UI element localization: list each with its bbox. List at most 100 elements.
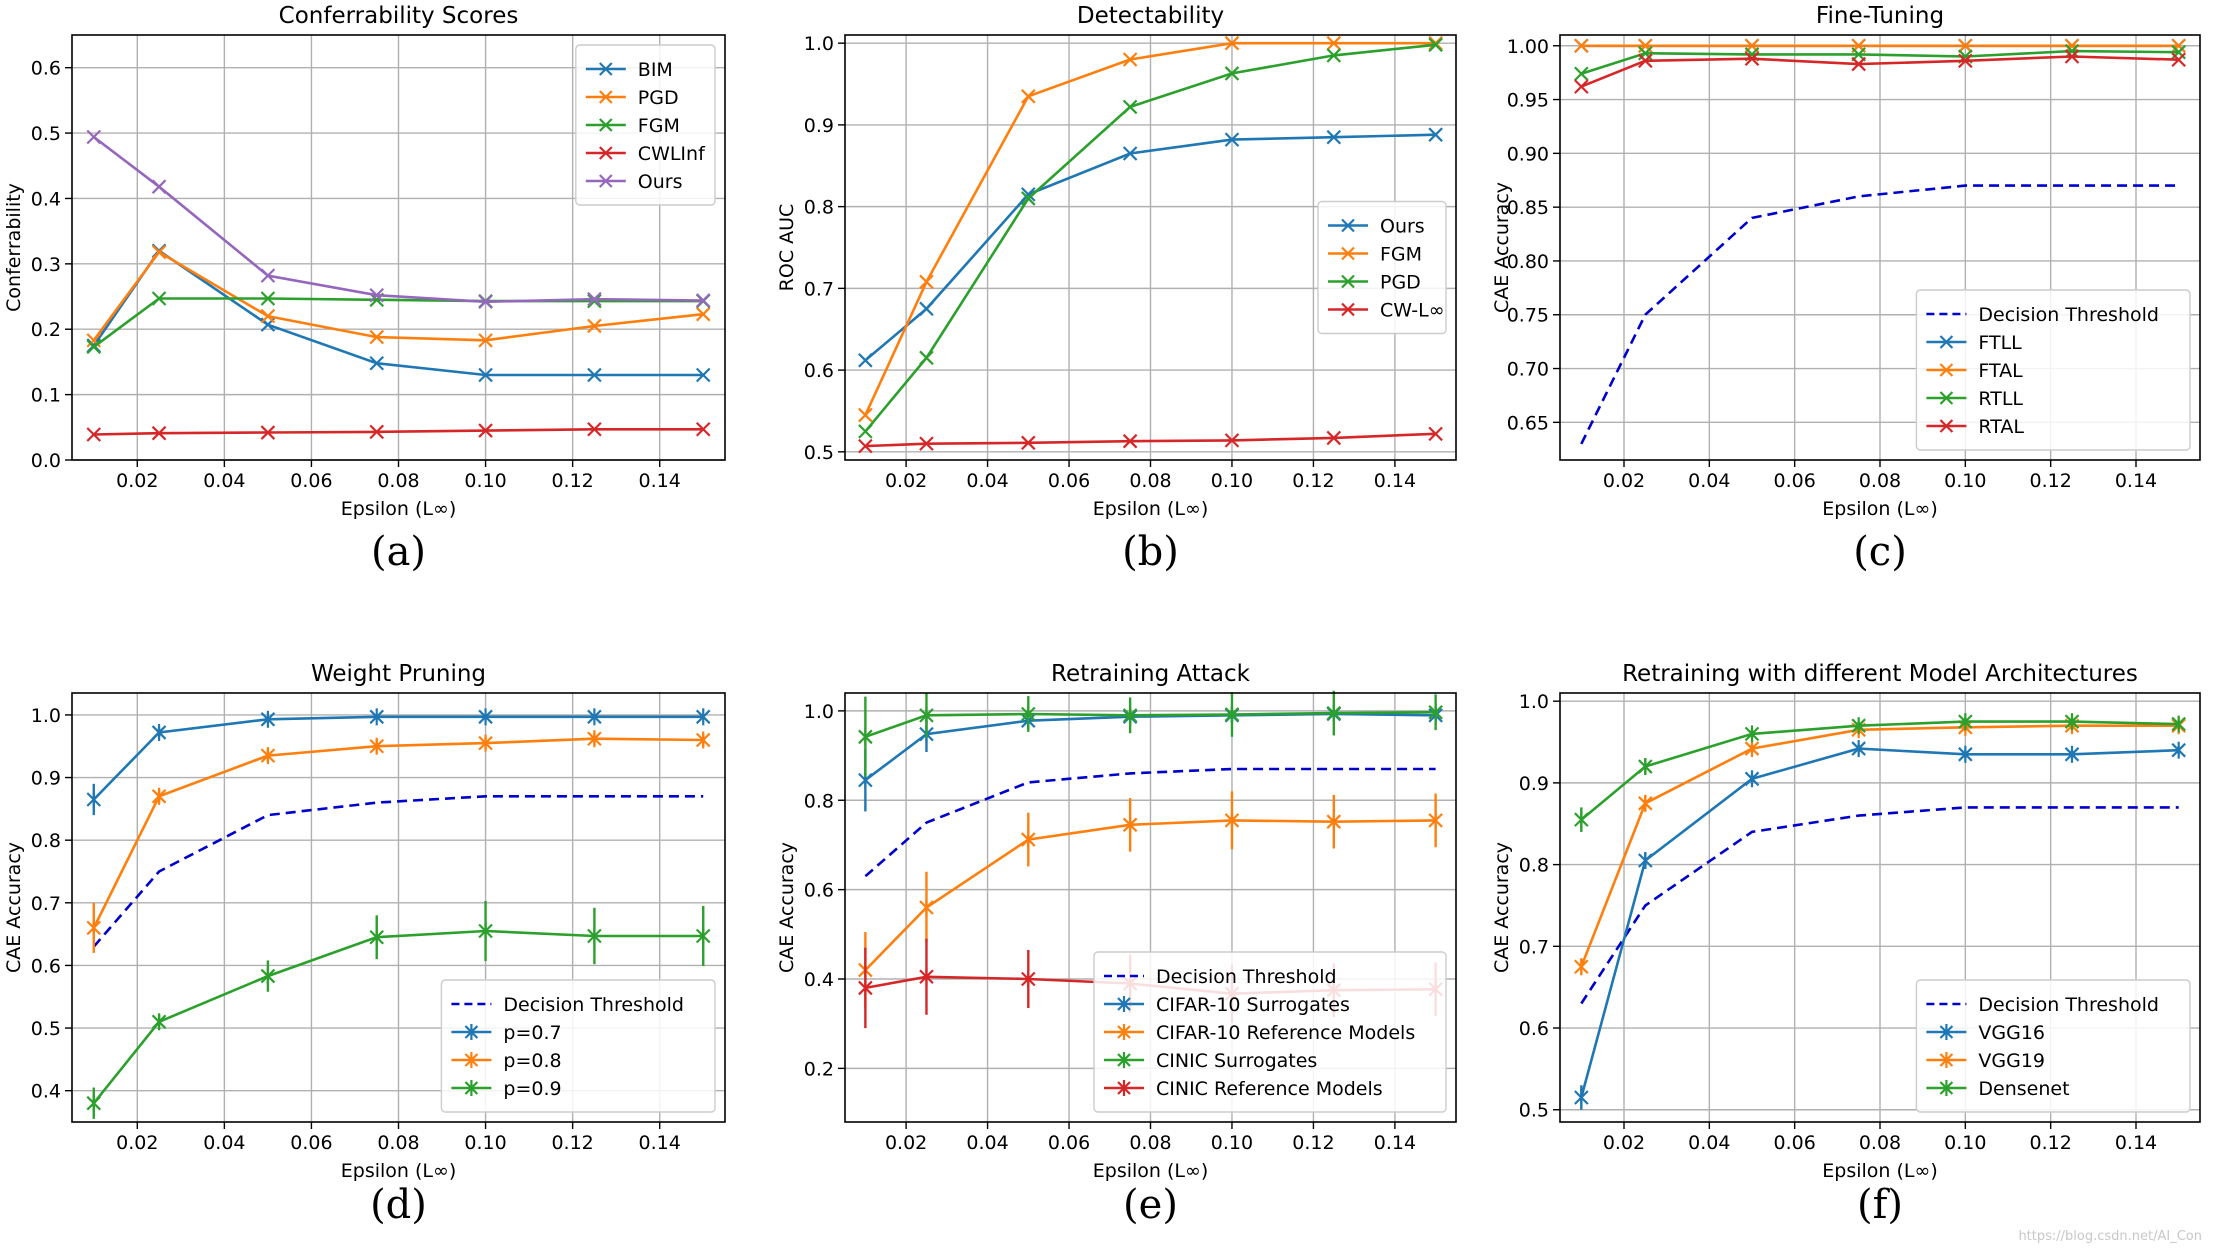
series-fgm [858, 35, 1443, 423]
panel-caption: (f) [1857, 1182, 1903, 1228]
data-point [369, 424, 385, 440]
data-point [1021, 970, 1036, 988]
data-point [369, 355, 385, 371]
data-point [695, 421, 711, 437]
legend-label: VGG16 [1978, 1022, 2045, 1044]
data-point [587, 421, 602, 437]
y-tick-label: 0.5 [31, 123, 61, 145]
y-tick-label: 0.5 [1519, 1100, 1549, 1122]
legend-label: CW-L∞ [1380, 300, 1445, 322]
data-point [2171, 38, 2186, 54]
data-point [587, 293, 602, 309]
legend-box [1915, 289, 2191, 451]
y-axis-label: CAE Accuracy [776, 842, 798, 973]
data-point [1224, 132, 1240, 147]
x-tick-label: 0.06 [1774, 470, 1816, 492]
legend-label: CINIC Reference Models [1156, 1078, 1383, 1100]
y-tick-label: 0.80 [1507, 251, 1549, 273]
x-axis-label: Epsilon (L∞) [1093, 498, 1208, 520]
data-point [478, 294, 493, 310]
legend: BIM PGD FGM CWLInf Ours [575, 44, 716, 206]
data-point [1021, 705, 1036, 723]
y-tick-label: 0.8 [1519, 855, 1549, 877]
data-point [86, 427, 102, 442]
x-tick-label: 0.06 [290, 1132, 332, 1154]
chart-title: Fine-Tuning [1816, 3, 1944, 29]
data-point [86, 129, 102, 145]
data-point [1326, 48, 1342, 63]
chart-panel-4: 0.02 0.04 0.06 0.08 0.10 0.12 0.14 0.4 0.5 0.6 0.7… [3, 661, 726, 1228]
y-tick-label: 0.9 [31, 768, 61, 790]
data-point [1744, 51, 1760, 66]
y-tick-label: 0.6 [1519, 1018, 1549, 1040]
data-point [1574, 1088, 1589, 1106]
legend-label: Decision Threshold [503, 994, 684, 1016]
x-tick-label: 0.14 [1374, 1132, 1416, 1154]
data-point [695, 367, 711, 383]
data-point [1638, 794, 1653, 812]
x-tick-label: 0.06 [1048, 470, 1090, 492]
panel-caption: (d) [370, 1182, 427, 1228]
data-point [1122, 706, 1138, 724]
series-ours [86, 129, 711, 310]
chart-panel-1: 0.02 0.04 0.06 0.08 0.10 0.12 0.14 0.0 0.1 0.2 0.3… [3, 3, 726, 575]
series-decision-threshold [1580, 184, 2179, 445]
y-tick-label: 1.0 [1519, 691, 1549, 713]
data-point [695, 293, 711, 308]
data-point [86, 339, 102, 355]
chart-panel-5: 0.02 0.04 0.06 0.08 0.10 0.12 0.14 0.2 0.4 0.6 0.8… [776, 661, 1457, 1228]
y-tick-label: 0.7 [804, 278, 834, 300]
series-pgd [858, 37, 1443, 439]
data-point [2064, 49, 2080, 64]
y-tick-label: 0.75 [1507, 305, 1549, 327]
x-tick-label: 0.12 [551, 1132, 593, 1154]
data-point [1122, 433, 1138, 449]
data-point [1326, 129, 1342, 145]
data-point [1122, 146, 1138, 161]
data-point [1326, 35, 1342, 51]
x-tick-label: 0.10 [464, 470, 506, 492]
legend-label: FTLL [1978, 332, 2022, 354]
data-point [919, 436, 934, 451]
x-tick-label: 0.14 [639, 470, 681, 492]
data-point [1224, 705, 1240, 723]
data-point [1021, 191, 1036, 206]
x-tick-label: 0.04 [1688, 1132, 1730, 1154]
x-tick-label: 0.14 [639, 1132, 681, 1154]
data-point [1638, 53, 1653, 69]
data-point [369, 737, 385, 755]
data-point [919, 350, 934, 366]
data-point [151, 787, 167, 805]
x-tick-label: 0.06 [1774, 1132, 1816, 1154]
x-tick-label: 0.04 [966, 470, 1008, 492]
y-tick-label: 1.0 [31, 705, 61, 727]
legend-label: CIFAR-10 Surrogates [1156, 994, 1350, 1016]
data-point [369, 928, 385, 946]
y-tick-label: 0.6 [804, 360, 834, 382]
data-point [1326, 704, 1342, 722]
legend-label: RTLL [1978, 388, 2023, 410]
data-point [1224, 35, 1240, 51]
x-axis-label: Epsilon (L∞) [1093, 1160, 1208, 1182]
x-tick-label: 0.08 [377, 1132, 419, 1154]
chart-title: Weight Pruning [311, 661, 486, 687]
series-line [864, 767, 1436, 878]
series-cifar-10-reference-models [858, 791, 1443, 1009]
data-point [478, 922, 493, 940]
y-tick-label: 1.00 [1507, 36, 1549, 58]
legend-label: p=0.8 [503, 1050, 561, 1072]
x-tick-label: 0.08 [1129, 470, 1171, 492]
data-point [858, 728, 873, 746]
data-point [1326, 430, 1342, 446]
data-point [919, 274, 934, 290]
series-fgm [86, 291, 711, 355]
x-tick-label: 0.14 [2115, 470, 2157, 492]
watermark: https://blog.csdn.net/AI_Con [2018, 1229, 2202, 1244]
data-point [2171, 52, 2186, 68]
x-tick-label: 0.10 [1211, 1132, 1253, 1154]
data-point [151, 291, 167, 306]
y-tick-label: 0.7 [31, 893, 61, 915]
data-point [695, 731, 711, 749]
legend-label: FGM [638, 115, 680, 137]
y-tick-label: 0.4 [31, 188, 61, 210]
